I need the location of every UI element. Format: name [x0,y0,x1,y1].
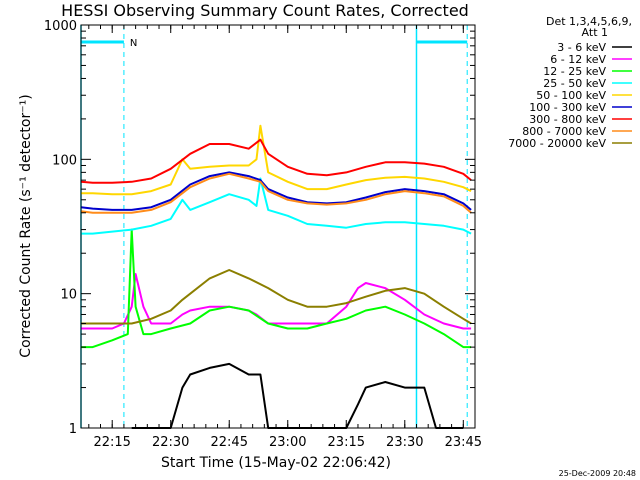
x-tick-label: 23:30 [386,435,423,450]
chart-title: HESSI Observing Summary Count Rates, Cor… [61,1,469,20]
series-line-100-300-kev [80,171,472,211]
y-axis-label: Corrected Count Rate (s⁻¹ detector⁻¹) [18,94,34,357]
legend-label-3-6-kev: 3 - 6 keV [557,41,606,54]
legend-label-100-300-kev: 100 - 300 keV [529,101,606,114]
y-tick-label: 1000 [44,19,77,34]
night-marker-label: N [130,38,137,49]
legend-label-300-800-kev: 300 - 800 keV [529,113,606,126]
y-tick-label: 100 [52,153,77,168]
x-tick-label: 23:00 [269,435,306,450]
legend-label-50-100-kev: 50 - 100 keV [536,89,606,102]
x-tick-label: 23:15 [328,435,365,450]
series-line-50-100-kev [81,124,472,196]
x-tick-label: 22:15 [93,435,130,450]
x-tick-label: 22:30 [152,435,189,450]
legend-label-6-12-kev: 6 - 12 keV [550,53,606,66]
series-line-7000-20000-kev [81,269,472,325]
legend-label-25-50-kev: 25 - 50 keV [543,77,606,90]
y-tick-label: 1 [69,422,77,437]
plot-frame [80,24,476,429]
legend-label-12-25-kev: 12 - 25 keV [543,65,606,78]
legend-header-line-1: Det 1,3,4,5,6,9, [546,15,632,28]
legend-label-800-7000-kev: 800 - 7000 keV [522,125,606,138]
series-line-800-7000-kev [80,172,472,214]
footer-date: 25-Dec-2009 20:48 [559,469,636,478]
series-line-3-6-kev [131,362,464,429]
x-tick-label: 22:45 [211,435,248,450]
legend-label-7000-20000-kev: 7000 - 20000 keV [508,137,606,150]
x-axis-label: Start Time (15-May-02 22:06:42) [161,455,391,471]
x-tick-label: 23:45 [445,435,482,450]
series-line-25-50-kev [81,177,472,235]
series-line-300-800-kev [80,138,472,184]
legend-header-line-2: Att 1 [582,26,608,39]
y-tick-label: 10 [60,288,77,303]
